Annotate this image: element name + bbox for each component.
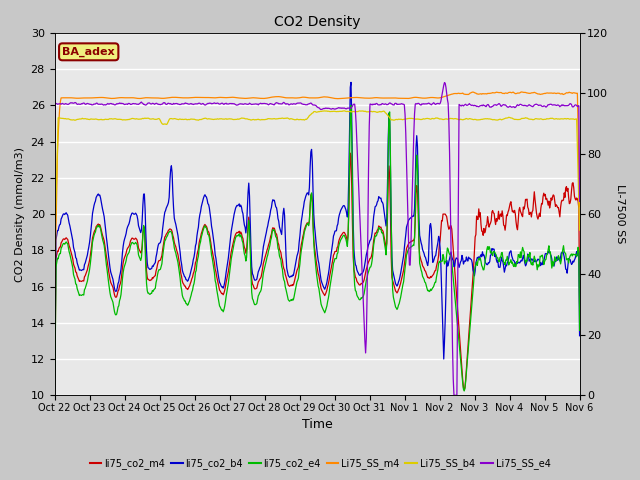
Li75_SS_b4 <box>381 110 389 116</box>
li75_co2_m4 <box>346 150 354 156</box>
Line: li75_co2_e4: li75_co2_e4 <box>54 106 580 395</box>
li75_co2_b4 <box>51 392 58 398</box>
li75_co2_e4 <box>397 294 404 300</box>
Li75_SS_e4 <box>114 101 122 107</box>
Li75_SS_e4 <box>440 80 448 85</box>
li75_co2_b4 <box>168 163 175 168</box>
li75_co2_b4 <box>397 270 404 276</box>
Li75_SS_m4 <box>195 95 203 100</box>
Li75_SS_e4 <box>450 392 458 398</box>
Li75_SS_m4 <box>517 89 525 95</box>
li75_co2_e4 <box>576 327 584 333</box>
li75_co2_e4 <box>168 229 175 235</box>
li75_co2_m4 <box>51 392 58 398</box>
Li75_SS_m4 <box>60 95 68 101</box>
Li75_SS_m4 <box>114 95 122 101</box>
li75_co2_e4 <box>347 103 355 108</box>
Li75_SS_b4 <box>340 108 348 114</box>
Li75_SS_b4 <box>576 227 584 233</box>
li75_co2_m4 <box>381 240 389 246</box>
Li75_SS_m4 <box>396 96 404 101</box>
Li75_SS_e4 <box>60 101 68 107</box>
Li75_SS_e4 <box>381 101 388 107</box>
li75_co2_e4 <box>381 246 389 252</box>
Li75_SS_m4 <box>168 95 175 100</box>
li75_co2_m4 <box>168 227 175 233</box>
li75_co2_m4 <box>397 280 404 286</box>
li75_co2_m4 <box>114 288 122 294</box>
Y-axis label: CO2 Density (mmol/m3): CO2 Density (mmol/m3) <box>15 146 25 282</box>
Line: Li75_SS_e4: Li75_SS_e4 <box>54 83 580 395</box>
li75_co2_b4 <box>347 80 355 85</box>
Y-axis label: LI-7500 SS: LI-7500 SS <box>615 184 625 244</box>
li75_co2_e4 <box>60 240 68 246</box>
li75_co2_m4 <box>195 240 203 246</box>
Li75_SS_m4 <box>51 296 58 301</box>
li75_co2_e4 <box>51 392 58 398</box>
Line: Li75_SS_b4: Li75_SS_b4 <box>54 111 580 256</box>
Li75_SS_e4 <box>168 101 175 107</box>
Li75_SS_m4 <box>381 95 388 101</box>
Li75_SS_b4 <box>51 253 58 259</box>
Line: li75_co2_b4: li75_co2_b4 <box>54 83 580 395</box>
Li75_SS_b4 <box>114 116 122 122</box>
Line: Li75_SS_m4: Li75_SS_m4 <box>54 92 580 299</box>
Li75_SS_e4 <box>396 101 404 107</box>
Line: li75_co2_m4: li75_co2_m4 <box>54 153 580 395</box>
Li75_SS_e4 <box>576 199 584 204</box>
Title: CO2 Density: CO2 Density <box>274 15 360 29</box>
li75_co2_e4 <box>195 246 203 252</box>
Li75_SS_e4 <box>195 100 203 106</box>
Li75_SS_b4 <box>168 116 175 121</box>
Li75_SS_e4 <box>51 198 58 204</box>
li75_co2_b4 <box>381 216 389 222</box>
li75_co2_b4 <box>576 333 584 338</box>
Li75_SS_b4 <box>60 116 68 121</box>
Li75_SS_b4 <box>195 117 203 123</box>
Legend: li75_co2_m4, li75_co2_b4, li75_co2_e4, Li75_SS_m4, Li75_SS_b4, Li75_SS_e4: li75_co2_m4, li75_co2_b4, li75_co2_e4, L… <box>86 454 554 473</box>
li75_co2_m4 <box>60 236 68 242</box>
li75_co2_b4 <box>60 211 68 216</box>
li75_co2_b4 <box>114 281 122 287</box>
X-axis label: Time: Time <box>301 419 332 432</box>
li75_co2_b4 <box>195 216 203 222</box>
Li75_SS_b4 <box>397 116 404 122</box>
Li75_SS_m4 <box>576 204 584 210</box>
li75_co2_e4 <box>114 304 122 310</box>
li75_co2_m4 <box>576 301 584 307</box>
Text: BA_adex: BA_adex <box>63 47 115 57</box>
